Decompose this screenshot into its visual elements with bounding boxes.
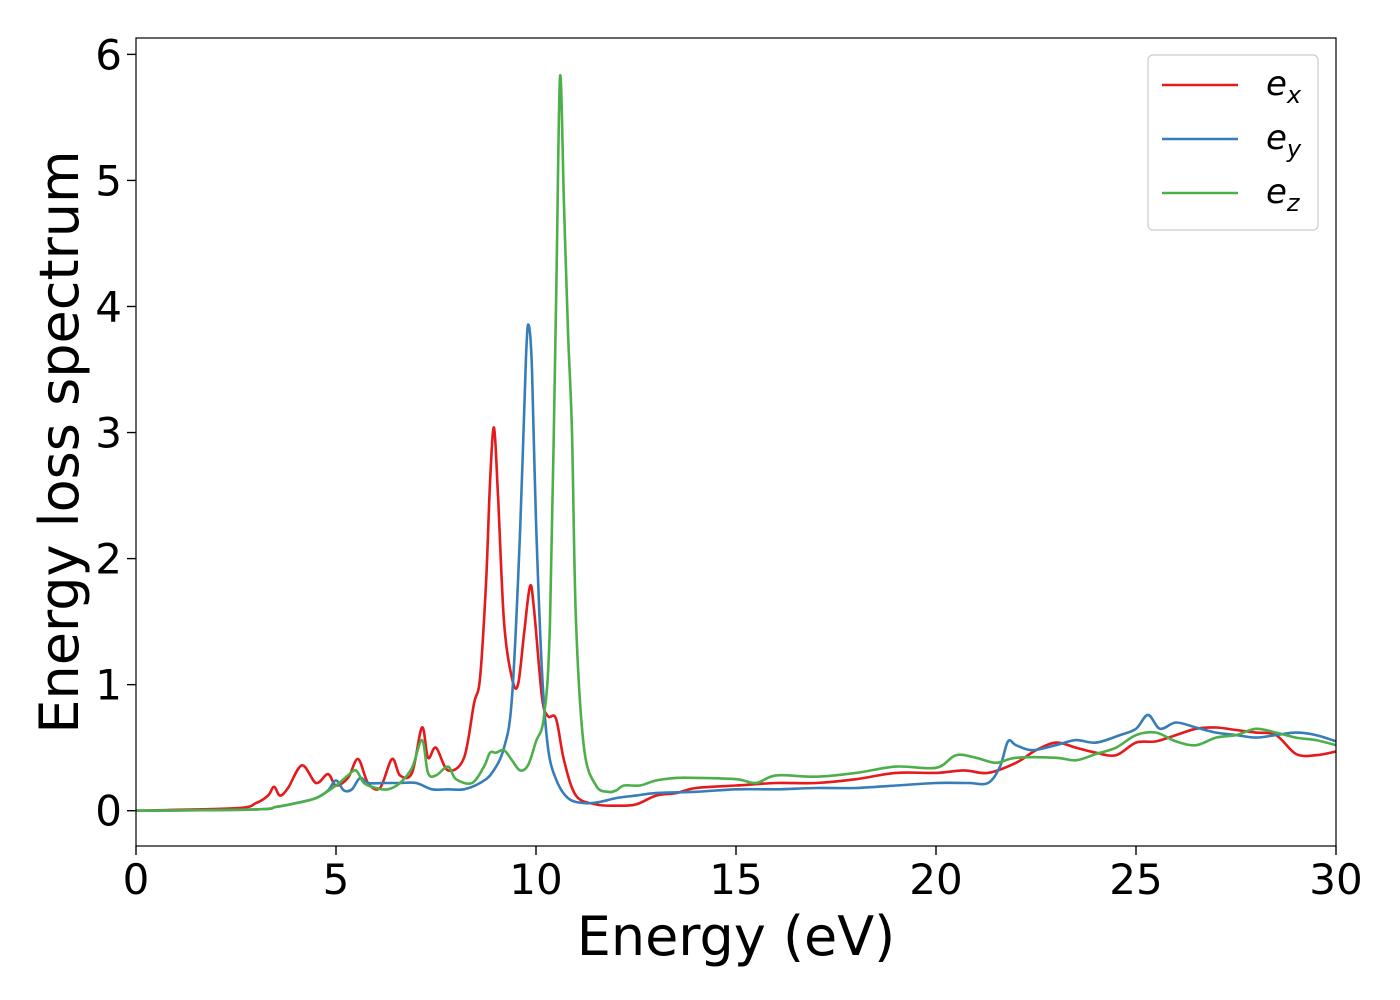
- y-axis: 0 1 2 3 4 5 6: [95, 30, 136, 836]
- y-tick-label: 5: [95, 156, 122, 205]
- series-line-z: [136, 73, 1336, 812]
- x-tick-label: 0: [123, 855, 150, 904]
- y-axis-title: Energy loss spectrum: [28, 150, 91, 733]
- x-tick-label: 25: [1109, 855, 1162, 904]
- y-tick-label: 2: [95, 535, 122, 584]
- legend-label-y: ey: [1266, 118, 1302, 163]
- x-tick-label: 15: [709, 855, 762, 904]
- x-tick-label: 10: [509, 855, 562, 904]
- plot-lines: [136, 73, 1336, 812]
- x-tick-label: 30: [1309, 855, 1362, 904]
- y-tick-label: 3: [95, 409, 122, 458]
- legend-box: [1147, 54, 1319, 231]
- legend-label-x: ex: [1266, 64, 1302, 109]
- series-line-x: [136, 426, 1336, 812]
- x-axis-title: Energy (eV): [577, 905, 896, 968]
- series-line-y: [136, 323, 1336, 812]
- legend-label-z: ez: [1266, 172, 1301, 217]
- x-tick-label: 5: [323, 855, 350, 904]
- legend: ex ey ez: [1147, 54, 1319, 231]
- y-tick-label: 0: [95, 787, 122, 836]
- y-tick-label: 4: [95, 282, 122, 331]
- y-tick-label: 1: [95, 661, 122, 710]
- x-axis: 0 5 10 15 20 25 30: [123, 846, 1363, 904]
- y-tick-label: 6: [95, 30, 122, 79]
- x-tick-label: 20: [909, 855, 962, 904]
